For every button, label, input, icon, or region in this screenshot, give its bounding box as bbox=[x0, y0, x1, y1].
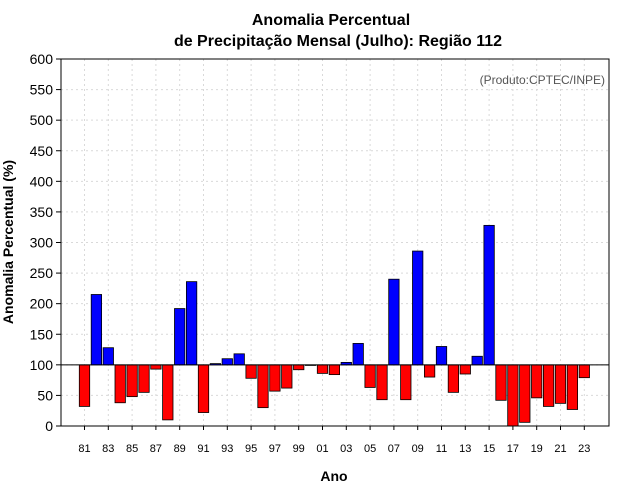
bar-16 bbox=[495, 364, 507, 401]
y-tick-label: 550 bbox=[30, 82, 54, 98]
bar-20 bbox=[543, 364, 555, 407]
y-tick-label: 400 bbox=[30, 173, 54, 189]
x-tick-label: 07 bbox=[388, 443, 400, 455]
x-tick-label: 91 bbox=[197, 443, 209, 455]
bar-91 bbox=[197, 364, 210, 413]
x-axis: 81 83 85 87 89 91 93 95 97 99 01 03 05 07 09 11 13 15 17 19… bbox=[78, 426, 590, 455]
bar-11 bbox=[435, 346, 448, 366]
bar-12 bbox=[447, 364, 460, 393]
y-tick-label: 150 bbox=[30, 326, 54, 342]
x-tick-label: 87 bbox=[150, 443, 162, 455]
y-tick-label: 100 bbox=[30, 357, 54, 373]
x-tick-label: 21 bbox=[554, 443, 566, 455]
bar-09 bbox=[412, 250, 424, 366]
bar-83 bbox=[102, 347, 114, 366]
bar-99 bbox=[293, 364, 305, 371]
y-axis: 0 50 100 150 200 250 300 350 400 450 500 550 600 bbox=[30, 51, 61, 434]
bar-85 bbox=[126, 364, 138, 398]
bar-84 bbox=[114, 364, 126, 404]
x-tick-label: 17 bbox=[507, 443, 519, 455]
bar-02 bbox=[328, 364, 341, 376]
y-tick-label: 50 bbox=[37, 387, 53, 403]
bar-96 bbox=[257, 364, 269, 409]
x-tick-label: 83 bbox=[102, 443, 114, 455]
y-tick-label: 500 bbox=[30, 112, 54, 128]
y-tick-label: 300 bbox=[30, 235, 54, 251]
x-tick-label: 85 bbox=[126, 443, 138, 455]
x-tick-label: 15 bbox=[483, 443, 495, 455]
x-tick-label: 23 bbox=[578, 443, 590, 455]
x-tick-label: 19 bbox=[531, 443, 543, 455]
x-tick-label: 81 bbox=[78, 443, 90, 455]
x-tick-label: 89 bbox=[174, 443, 186, 455]
y-tick-label: 450 bbox=[30, 143, 54, 159]
x-axis-label: Ano bbox=[320, 468, 347, 484]
bar-22 bbox=[566, 364, 579, 410]
y-tick-label: 250 bbox=[30, 265, 54, 281]
bar-01 bbox=[316, 364, 329, 374]
bar-97 bbox=[269, 364, 281, 392]
x-tick-label: 11 bbox=[436, 443, 447, 455]
y-tick-label: 200 bbox=[30, 296, 54, 312]
chart-title-line-1: Anomalia Percentual bbox=[252, 12, 410, 29]
y-tick-label: 350 bbox=[30, 204, 54, 220]
x-tick-label: 13 bbox=[459, 443, 471, 455]
bar-87 bbox=[150, 364, 162, 370]
chart-title-line-2: de Precipitação Mensal (Julho): Região 1… bbox=[174, 33, 502, 50]
bar-07 bbox=[388, 278, 400, 366]
bar-18 bbox=[519, 364, 531, 423]
bar-93 bbox=[221, 358, 233, 366]
bar-21 bbox=[554, 364, 567, 404]
bar-94 bbox=[233, 353, 245, 366]
bar-series bbox=[78, 224, 590, 427]
bar-88 bbox=[162, 364, 174, 421]
bar-14 bbox=[471, 355, 483, 366]
y-tick-label: 600 bbox=[30, 51, 54, 67]
x-tick-label: 99 bbox=[293, 443, 305, 455]
bar-15 bbox=[483, 224, 495, 366]
bar-23 bbox=[578, 364, 590, 379]
x-tick-label: 05 bbox=[364, 443, 376, 455]
x-tick-label: 03 bbox=[340, 443, 352, 455]
bar-81 bbox=[78, 364, 91, 407]
x-tick-label: 01 bbox=[316, 443, 328, 455]
bar-19 bbox=[531, 364, 543, 399]
bar-08 bbox=[400, 364, 412, 401]
x-tick-label: 97 bbox=[269, 443, 281, 455]
x-tick-label: 93 bbox=[221, 443, 233, 455]
credit-text: (Produto:CPTEC/INPE) bbox=[480, 73, 605, 87]
bar-04 bbox=[352, 343, 364, 366]
bar-86 bbox=[138, 364, 150, 393]
x-tick-label: 09 bbox=[412, 443, 424, 455]
y-tick-label: 0 bbox=[45, 418, 53, 434]
bar-90 bbox=[185, 281, 198, 366]
bar-89 bbox=[174, 308, 186, 366]
bar-06 bbox=[376, 364, 388, 401]
bar-98 bbox=[281, 364, 293, 389]
y-axis-label: Anomalia Percentual (%) bbox=[0, 160, 16, 324]
bar-95 bbox=[245, 364, 257, 379]
x-tick-label: 95 bbox=[245, 443, 257, 455]
bar-10 bbox=[423, 364, 436, 378]
bar-05 bbox=[364, 364, 376, 388]
bar-13 bbox=[459, 364, 471, 375]
bar-82 bbox=[90, 294, 102, 366]
bar-17 bbox=[507, 364, 519, 427]
